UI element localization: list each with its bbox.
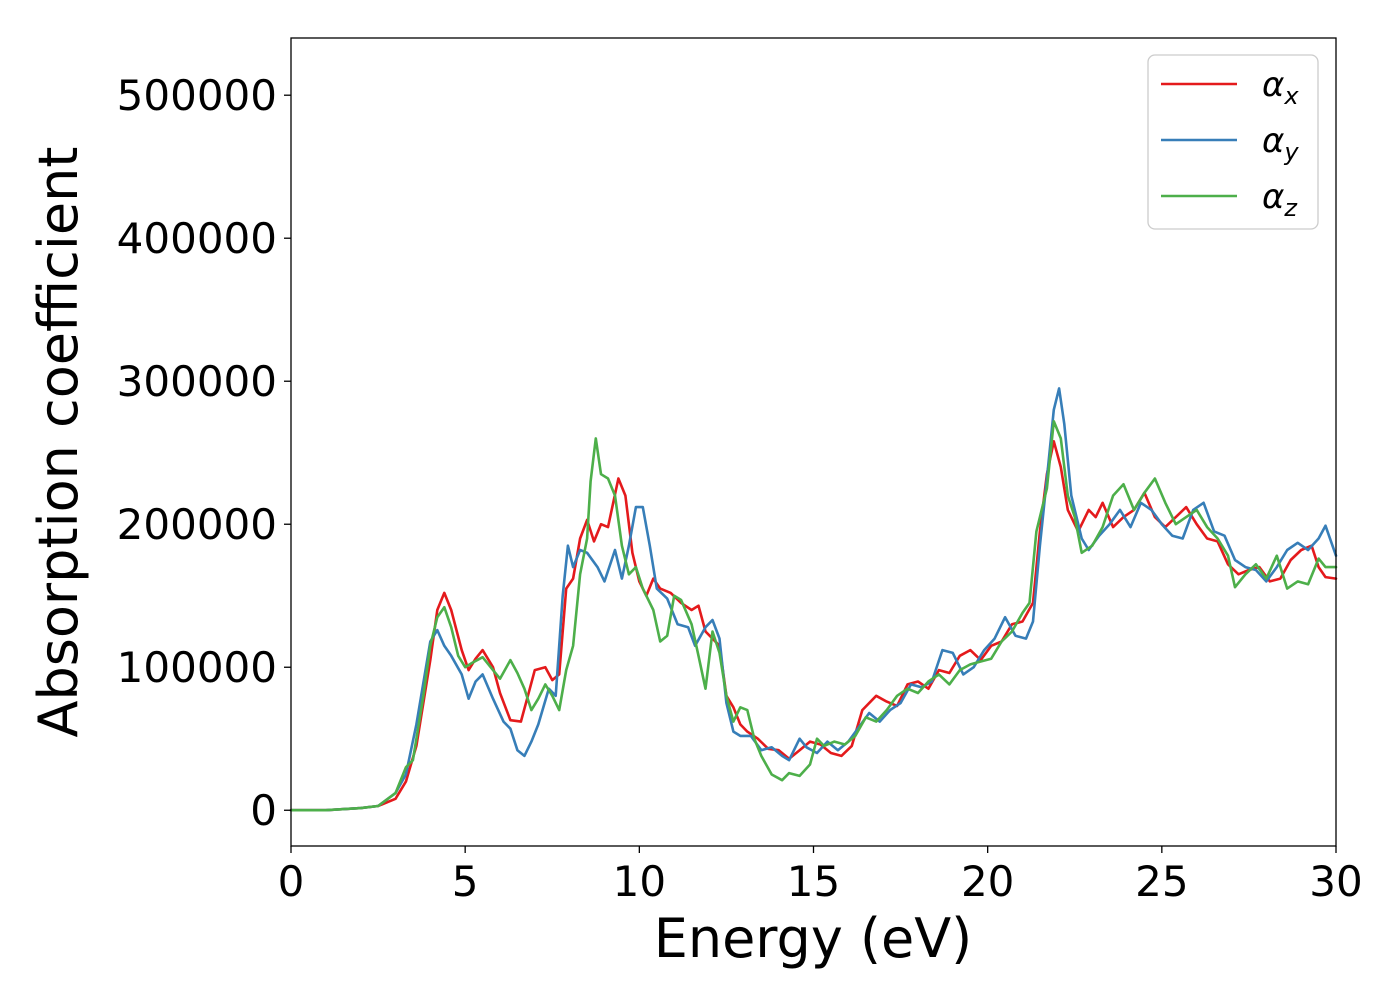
y-tick-label: 100000 (117, 643, 277, 692)
legend-label-z: αz (1262, 177, 1298, 222)
ticks-layer: 0 5 10 15 20 25 30 0 100000 200000 300000 400000 500… (117, 71, 1363, 906)
series-line-z (289, 420, 1338, 812)
y-tick-label: 500000 (117, 71, 277, 120)
y-axis-title: Absorption coefficient (27, 147, 90, 738)
legend-box (1147, 54, 1319, 230)
x-tick-label: 20 (961, 857, 1014, 906)
legend-label-x: αx (1262, 65, 1299, 110)
x-tick-label: 10 (613, 857, 666, 906)
y-tick-label: 200000 (117, 500, 277, 549)
x-tick-label: 15 (787, 857, 840, 906)
x-tick-label: 5 (452, 857, 479, 906)
y-tick-label: 400000 (117, 214, 277, 263)
x-tick-label: 25 (1135, 857, 1188, 906)
y-tick-label: 300000 (117, 357, 277, 406)
x-tick-label: 30 (1309, 857, 1362, 906)
x-tick-label: 0 (278, 857, 305, 906)
series-line-y (289, 387, 1338, 812)
y-tick-label: 0 (250, 786, 277, 835)
plot-frame (290, 37, 1337, 847)
legend-label-y: αy (1262, 121, 1299, 166)
x-axis-title: Energy (eV) (654, 907, 973, 970)
legend: αx αy αz (1147, 54, 1319, 230)
series-layer (289, 387, 1338, 812)
